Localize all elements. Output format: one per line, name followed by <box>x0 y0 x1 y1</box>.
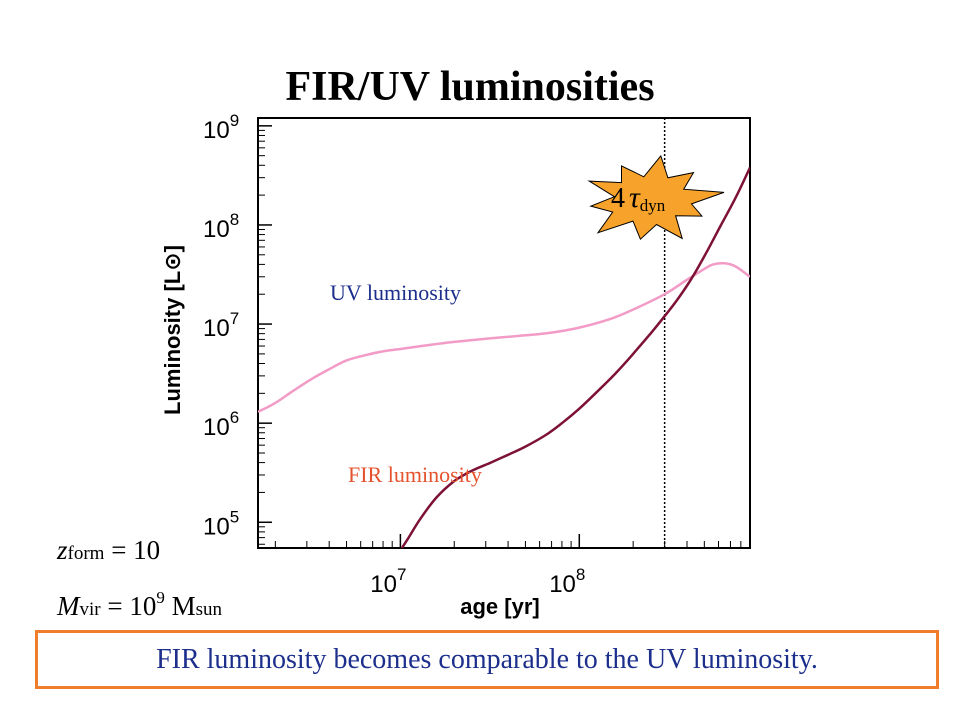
y-axis-title: Luminosity [L⊙] <box>160 245 185 415</box>
y-tick-label: 106 <box>203 408 239 441</box>
y-tick-base: 10 <box>203 117 230 144</box>
x-tick-base: 10 <box>370 571 397 598</box>
conclusion-text: FIR luminosity becomes comparable to the… <box>156 643 818 675</box>
m-unit: M <box>171 591 196 621</box>
conclusion-box: FIR luminosity becomes comparable to the… <box>35 630 939 689</box>
x-tick-label: 107 <box>370 565 406 598</box>
slide-title: FIR/UV luminosities <box>285 64 655 110</box>
m-subscript: vir <box>79 599 101 620</box>
burst-label-tau: τ <box>629 181 641 214</box>
burst-label-factor: 4 <box>611 183 625 214</box>
m-exponent: 9 <box>156 588 165 607</box>
y-tick-exponent: 7 <box>230 309 239 328</box>
uv-series-label: UV luminosity <box>330 280 461 305</box>
model-parameters: zform = 10 Mvir = 109 Msun <box>57 528 222 632</box>
plot-frame <box>257 117 751 549</box>
x-axis-ticks: 107 108 <box>274 534 742 598</box>
fir-series-label: FIR luminosity <box>348 462 482 487</box>
y-tick-exponent: 6 <box>230 408 239 427</box>
y-tick-exponent: 9 <box>230 111 239 130</box>
y-tick-base: 10 <box>203 216 230 243</box>
y-tick-label: 107 <box>203 309 239 342</box>
burst-star-shape <box>587 154 725 241</box>
z-form-line: zform = 10 <box>57 528 222 576</box>
x-tick-label: 108 <box>549 565 585 598</box>
burst-label: 4 τdyn <box>611 181 666 215</box>
x-tick-exponent: 7 <box>397 565 406 584</box>
z-subscript: form <box>67 543 105 564</box>
m-unit-subscript: sun <box>195 599 223 620</box>
z-symbol: z <box>57 535 68 565</box>
z-value: = 10 <box>111 535 161 565</box>
y-tick-label: 108 <box>203 210 239 243</box>
y-tick-base: 10 <box>203 513 230 540</box>
y-tick-exponent: 5 <box>230 507 239 526</box>
fir-luminosity-curve <box>400 166 750 548</box>
y-tick-exponent: 8 <box>230 210 239 229</box>
x-axis-title: age [yr] <box>460 594 539 619</box>
m-symbol: M <box>57 591 80 621</box>
m-equals: = 10 <box>107 591 157 621</box>
y-tick-base: 10 <box>203 414 230 441</box>
uv-luminosity-curve <box>258 261 750 414</box>
x-tick-base: 10 <box>549 571 576 598</box>
y-tick-label: 109 <box>203 111 239 144</box>
x-tick-exponent: 8 <box>576 565 585 584</box>
four-tau-dyn-burst: 4 τdyn <box>587 154 725 241</box>
m-vir-line: Mvir = 109 Msun <box>57 576 222 632</box>
y-tick-base: 10 <box>203 315 230 342</box>
y-tick-label: 105 <box>203 507 239 540</box>
burst-label-sub: dyn <box>640 196 666 215</box>
